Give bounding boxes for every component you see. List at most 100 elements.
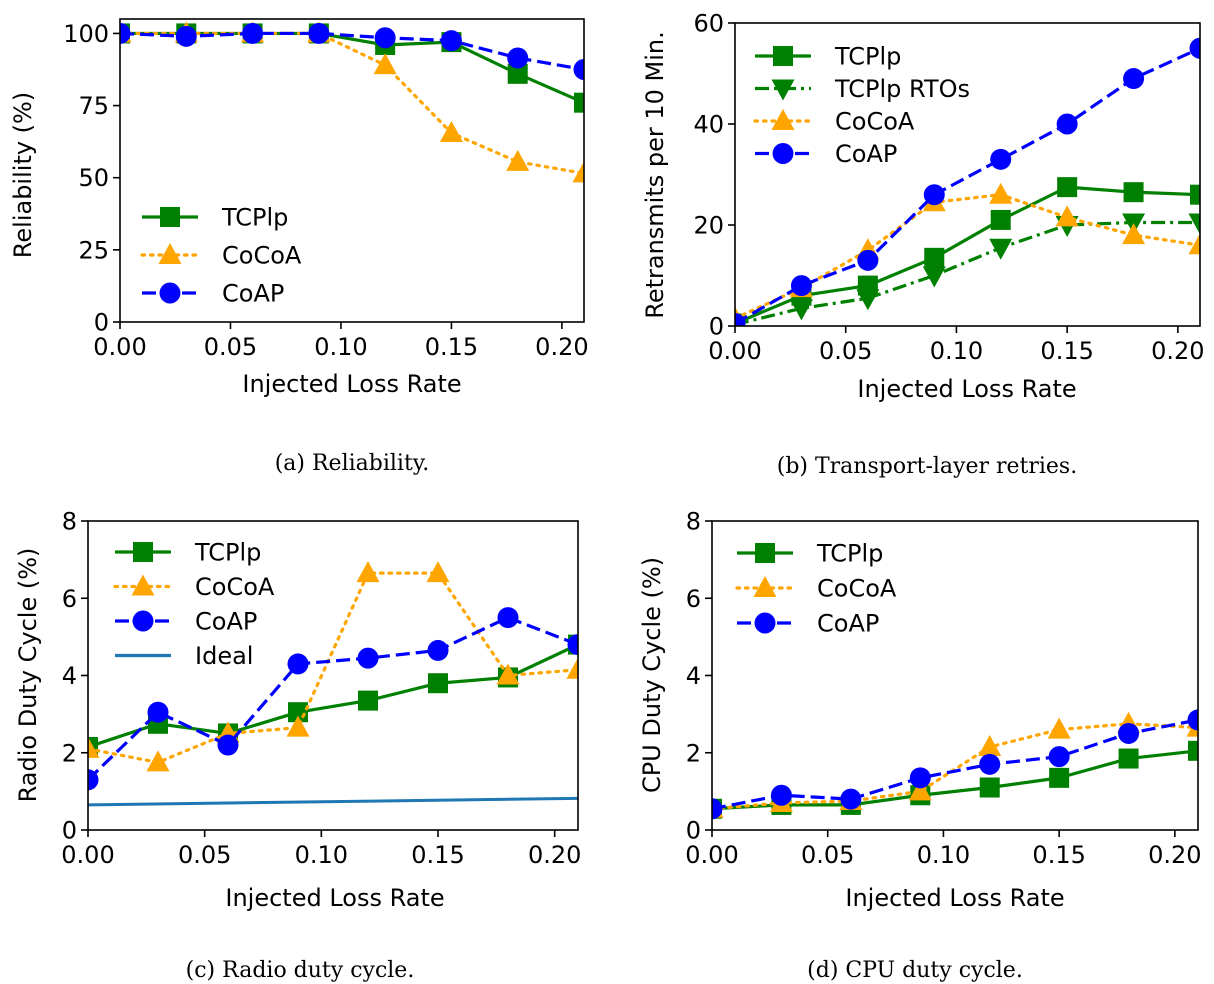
data-point bbox=[979, 753, 1001, 775]
x-tick-label: 0.05 bbox=[801, 841, 854, 869]
legend-label: CoAP bbox=[817, 610, 879, 638]
legend-label: CoAP bbox=[195, 608, 257, 636]
data-point bbox=[358, 690, 378, 711]
legend-item-coap: CoAP bbox=[142, 280, 284, 308]
data-point bbox=[1189, 37, 1200, 59]
data-point bbox=[1055, 205, 1079, 227]
y-tick-label: 75 bbox=[78, 92, 109, 120]
legend-label: TCPlp bbox=[194, 539, 261, 567]
plot-area bbox=[735, 37, 1200, 326]
data-point bbox=[1188, 213, 1200, 235]
x-tick-label: 0.10 bbox=[930, 337, 983, 365]
data-point bbox=[1057, 177, 1078, 198]
y-tick-label: 100 bbox=[63, 20, 109, 48]
y-tick-label: 0 bbox=[62, 817, 77, 845]
data-point bbox=[573, 59, 584, 80]
legend-marker bbox=[158, 243, 182, 264]
legend: TCPlp CoCoA CoAP bbox=[140, 204, 302, 308]
legend: TCPlp TCPlp RTOs CoCoA CoAP bbox=[753, 43, 970, 168]
data-point bbox=[908, 779, 932, 801]
y-tick-label: 4 bbox=[62, 662, 77, 690]
y-axis-label: Radio Duty Cycle (%) bbox=[14, 548, 42, 803]
series-line bbox=[120, 31, 584, 175]
legend-marker bbox=[771, 109, 795, 130]
data-point bbox=[147, 701, 169, 723]
data-point bbox=[1056, 113, 1078, 135]
legend: TCPlp CoCoA CoAP Ideal bbox=[113, 539, 275, 670]
data-point bbox=[507, 47, 529, 69]
data-point bbox=[357, 647, 379, 669]
x-tick-label: 0.20 bbox=[528, 841, 581, 869]
legend-marker bbox=[132, 610, 154, 632]
data-point bbox=[428, 673, 448, 694]
data-point bbox=[1188, 233, 1200, 255]
y-tick-label: 8 bbox=[686, 508, 701, 536]
series-coap bbox=[120, 22, 584, 80]
series-coap bbox=[88, 607, 578, 791]
data-point bbox=[496, 663, 520, 685]
legend-marker bbox=[159, 282, 181, 304]
y-tick-label: 2 bbox=[62, 739, 77, 767]
data-point bbox=[1118, 722, 1140, 744]
series-line bbox=[88, 643, 578, 749]
y-axis-label: Reliability (%) bbox=[9, 92, 37, 258]
data-point bbox=[1049, 767, 1070, 788]
legend-label: TCPlp bbox=[816, 540, 883, 568]
legend-label: CoCoA bbox=[817, 575, 897, 603]
plot-area bbox=[712, 709, 1198, 820]
legend-item-tcplp: TCPlp bbox=[115, 539, 261, 567]
data-point bbox=[356, 561, 380, 583]
legend-label: Ideal bbox=[195, 642, 253, 670]
legend-item-cocoa: CoCoA bbox=[113, 573, 275, 601]
data-point bbox=[856, 289, 880, 311]
data-point bbox=[440, 30, 462, 52]
data-point bbox=[426, 561, 450, 583]
data-point bbox=[735, 312, 746, 326]
x-tick-label: 0.05 bbox=[178, 841, 231, 869]
data-point bbox=[507, 63, 528, 84]
x-axis-label: Injected Loss Rate bbox=[225, 884, 444, 912]
data-point bbox=[574, 92, 584, 113]
data-point bbox=[217, 734, 239, 756]
panel-reliability: Injected Loss Rate Reliability (%) (a) R… bbox=[9, 18, 589, 476]
legend-marker bbox=[755, 543, 775, 563]
x-tick-label: 0.20 bbox=[535, 333, 588, 361]
data-point bbox=[712, 798, 723, 820]
x-tick-label: 0.00 bbox=[93, 333, 146, 361]
x-tick-label: 0.15 bbox=[1032, 841, 1085, 869]
data-point bbox=[88, 769, 99, 791]
data-point bbox=[789, 299, 813, 321]
legend-label: CoCoA bbox=[835, 108, 915, 136]
data-point bbox=[1188, 740, 1198, 761]
panel-caption: (b) Transport-layer retries. bbox=[777, 454, 1077, 479]
series-line bbox=[712, 718, 1198, 811]
data-point bbox=[909, 767, 931, 789]
series-line bbox=[735, 185, 1200, 325]
data-point bbox=[857, 249, 879, 271]
data-point bbox=[439, 120, 463, 142]
data-point bbox=[1123, 182, 1144, 203]
data-point bbox=[427, 639, 449, 661]
plot-area bbox=[120, 21, 584, 183]
legend-marker bbox=[754, 612, 776, 634]
x-tick-label: 0.10 bbox=[314, 333, 367, 361]
legend: TCPlp CoCoA CoAP bbox=[735, 540, 897, 638]
x-tick-label: 0.10 bbox=[917, 841, 970, 869]
legend-marker bbox=[133, 542, 153, 562]
axes-frame bbox=[734, 22, 1201, 327]
data-point bbox=[497, 607, 519, 629]
legend-item-tcplp: TCPlp bbox=[737, 540, 883, 568]
legend-label: CoCoA bbox=[222, 242, 302, 270]
y-tick-label: 8 bbox=[62, 508, 77, 536]
y-tick-label: 40 bbox=[693, 111, 724, 139]
legend-item-coap: CoAP bbox=[115, 608, 257, 636]
data-point bbox=[923, 184, 945, 206]
legend-item-tcplp: TCPlp bbox=[755, 43, 901, 71]
panel-radio-duty-cycle: Injected Loss Rate Radio Duty Cycle (%) … bbox=[14, 508, 581, 984]
data-point bbox=[1048, 746, 1070, 768]
legend-label: TCPlp bbox=[834, 43, 901, 71]
y-tick-label: 0 bbox=[686, 817, 701, 845]
data-point bbox=[374, 27, 396, 49]
series-cocoa bbox=[88, 561, 578, 772]
x-tick-label: 0.10 bbox=[295, 841, 348, 869]
